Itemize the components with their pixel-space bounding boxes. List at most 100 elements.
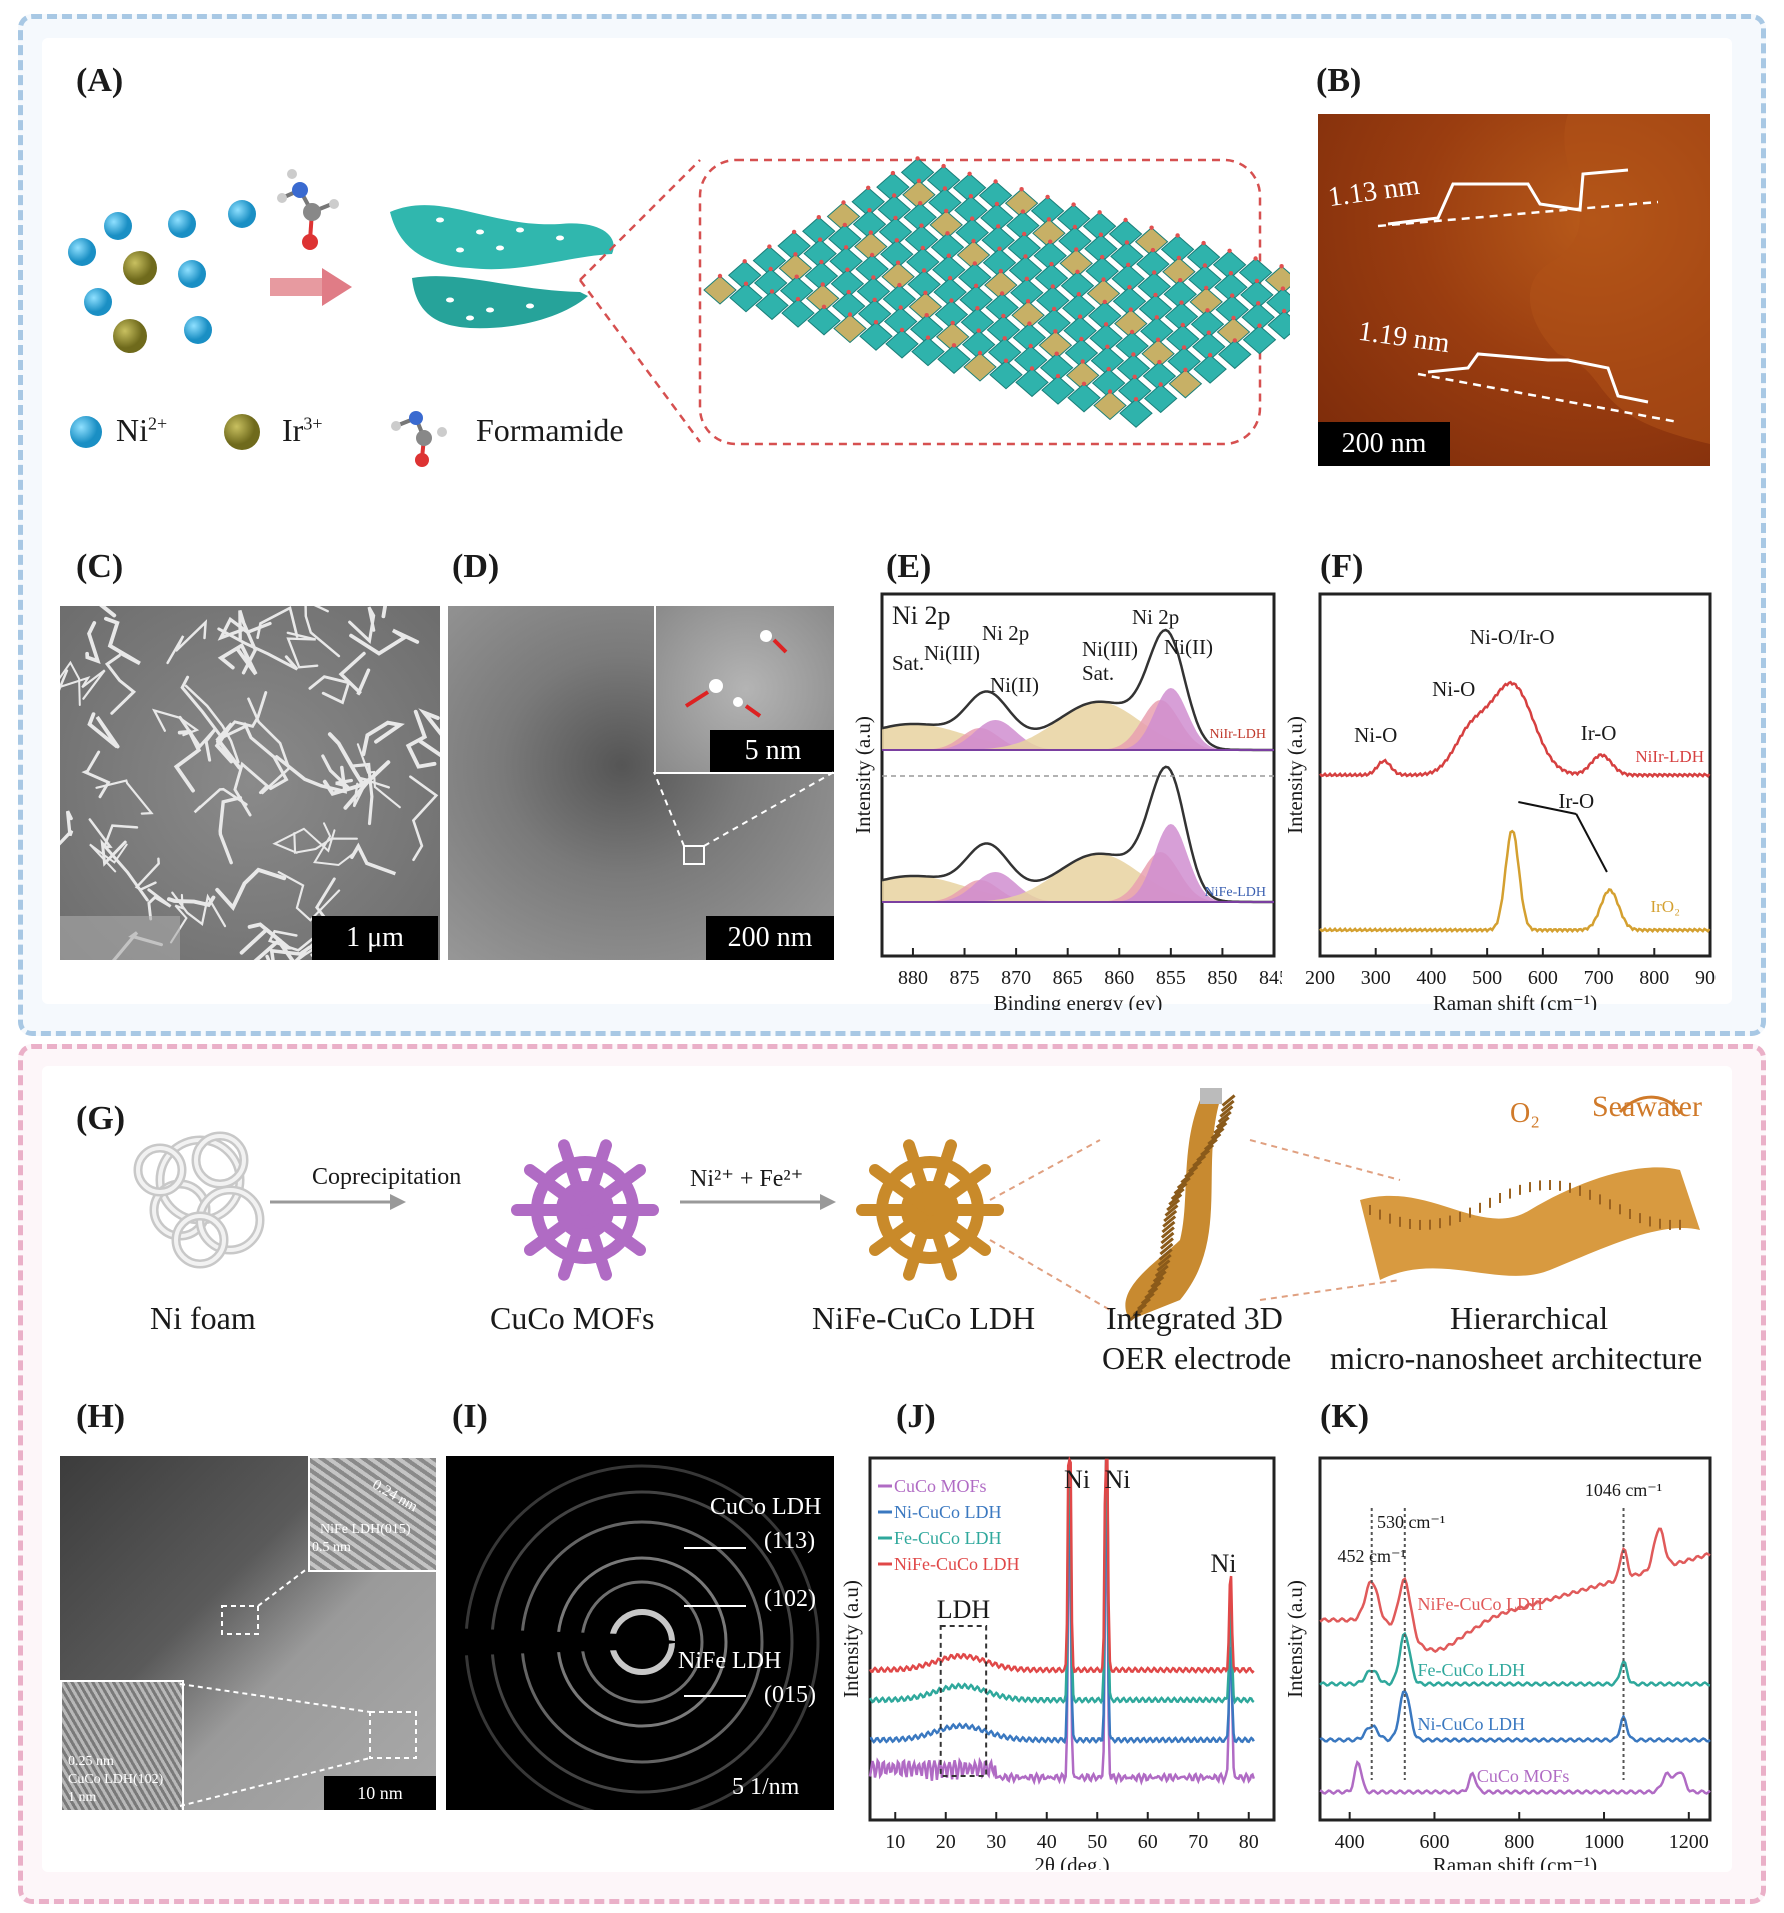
x-tick-label: 845 [1259,967,1282,989]
electrode-spike [1154,1264,1169,1278]
ldh-region-box [939,1625,988,1777]
lattice-oxygen [916,178,922,183]
lattice-oxygen [1025,299,1031,304]
ni-peak-label: Ni [1104,1465,1130,1494]
lattice-label-1: NiFe LDH(015) [320,1522,411,1537]
sem-cracks [60,606,440,960]
afm-scale-bar: 200 nm [1318,422,1450,466]
lattice-oxygen [951,343,957,348]
hrtem-scale-bar: 10 nm [324,1776,436,1810]
lattice-oxygen [1071,202,1076,207]
lattice-oxygen [791,229,797,235]
sem-crack [272,827,336,854]
sem-image: 1 μm [60,606,440,960]
sem-crack [134,857,160,891]
lattice-oxygen [1028,343,1033,349]
lattice-oxygen [949,298,954,303]
panel-a-legend-icons [70,411,447,467]
xrd-series [868,1477,1255,1786]
lattice-oxygen [970,216,975,221]
electrode-spike [1192,1154,1207,1168]
panel-label-b: (B) [1316,62,1362,99]
lattice-oxygen [1075,269,1080,274]
sem-crack [60,660,81,707]
lattice-oxygen [976,328,981,333]
electrode-spike [1203,1138,1218,1151]
zoom-connector [1259,1279,1401,1301]
sem-crack [351,762,374,826]
electrode-spike [1200,1143,1215,1157]
tem-image: 5 nm 200 nm [448,606,834,960]
lattice-oxygen [967,171,972,176]
synthesis-schematic [133,1088,1700,1322]
lattice-oxygen [1183,367,1188,372]
sem-crack [217,627,299,671]
hrtem-inset-bottom: 0.25 nm CuCo LDH(102) 1 nm [60,1680,184,1810]
lattice-oxygen [1202,263,1208,268]
cuco-mofs-label: CuCo MOFs [490,1300,655,1336]
raman-chart-f: Ni-O Ni-O Ni-O/Ir-O Ir-O Ir-O NiIr-LDH IrO₂ 200… [1283,592,1716,1010]
lattice-octahedron [833,313,867,344]
saed-pattern: CuCo LDH (113) (102) NiFe LDH (015) 5 1/… [446,1456,834,1810]
lattice-oxygen [1128,307,1134,312]
lattice-octahedron [1193,354,1227,384]
electrode-spike [1159,1242,1174,1256]
lattice-oxygen [1207,352,1213,358]
lattice-oxygen [841,200,846,205]
x-tick-label: 1000 [1584,1831,1624,1853]
panel-label-f: (F) [1320,548,1364,585]
lattice-oxygen [923,290,928,295]
lattice-oxygen [1157,359,1162,365]
sem-crack [184,684,240,764]
lattice-oxygen [767,244,772,249]
sem-crack [173,729,202,793]
peak-label-ni2b: Ni(II) [1164,635,1213,659]
lattice-oxygen [717,273,723,279]
x-tick-label: 50 [1087,1831,1107,1853]
x-tick-label: 500 [1472,967,1502,989]
series-label: NiFe-CuCo LDH [1418,1594,1544,1614]
sem-crack [215,691,268,744]
lattice-octahedron [1242,325,1277,355]
electrode-spike [1133,1303,1147,1316]
electrode-spike [1147,1281,1162,1294]
xps-component [882,688,1274,750]
raman-series-nilr [1319,680,1711,779]
peak-label-nio1: Ni-O [1354,723,1397,747]
x-tick-label: 600 [1419,1831,1449,1853]
nanosheet-icon [390,205,614,329]
saed-scale-label: 5 1/nm [732,1774,800,1800]
lattice-oxygen [1098,232,1104,237]
electrode-spike [1160,1226,1175,1239]
o2-label: O₂ [1510,1098,1540,1129]
sem-crack [348,606,376,644]
electrode-spike [1144,1286,1159,1300]
mof-strut [924,1204,958,1281]
raman-series [1319,1759,1711,1795]
lattice-octahedron [963,352,997,382]
sem-crack [322,777,372,810]
electrode-spike [1170,1187,1185,1201]
lattice-oxygen [1176,255,1182,260]
ir-ion-icon [224,414,260,450]
lattice-oxygen [1256,301,1261,306]
lattice-oxygen [977,350,983,356]
afm-image: 1.13 nm 1.19 nm 200 nm [1318,114,1710,466]
electrode-spike [1168,1193,1183,1206]
sem-crack [405,709,437,769]
lattice-octahedron [781,298,815,328]
seawater-label: Seawater [1592,1090,1702,1123]
lattice-oxygen [898,305,903,310]
lattice-oxygen [1102,299,1108,305]
ldh-label: LDH [937,1595,991,1624]
lattice-oxygen [1123,217,1128,223]
series-label: CuCo MOFs [1477,1766,1570,1786]
xrd-series [868,1459,1255,1705]
electrode-spike [1163,1209,1178,1223]
peak-label-ni3b: Ni(III) [1082,637,1138,661]
lattice-oxygen [895,260,901,265]
peak-pointer [1575,813,1608,873]
raman-series [1319,1631,1711,1687]
lattice-oxygen [975,306,980,311]
electrode-spike [1129,1308,1143,1322]
